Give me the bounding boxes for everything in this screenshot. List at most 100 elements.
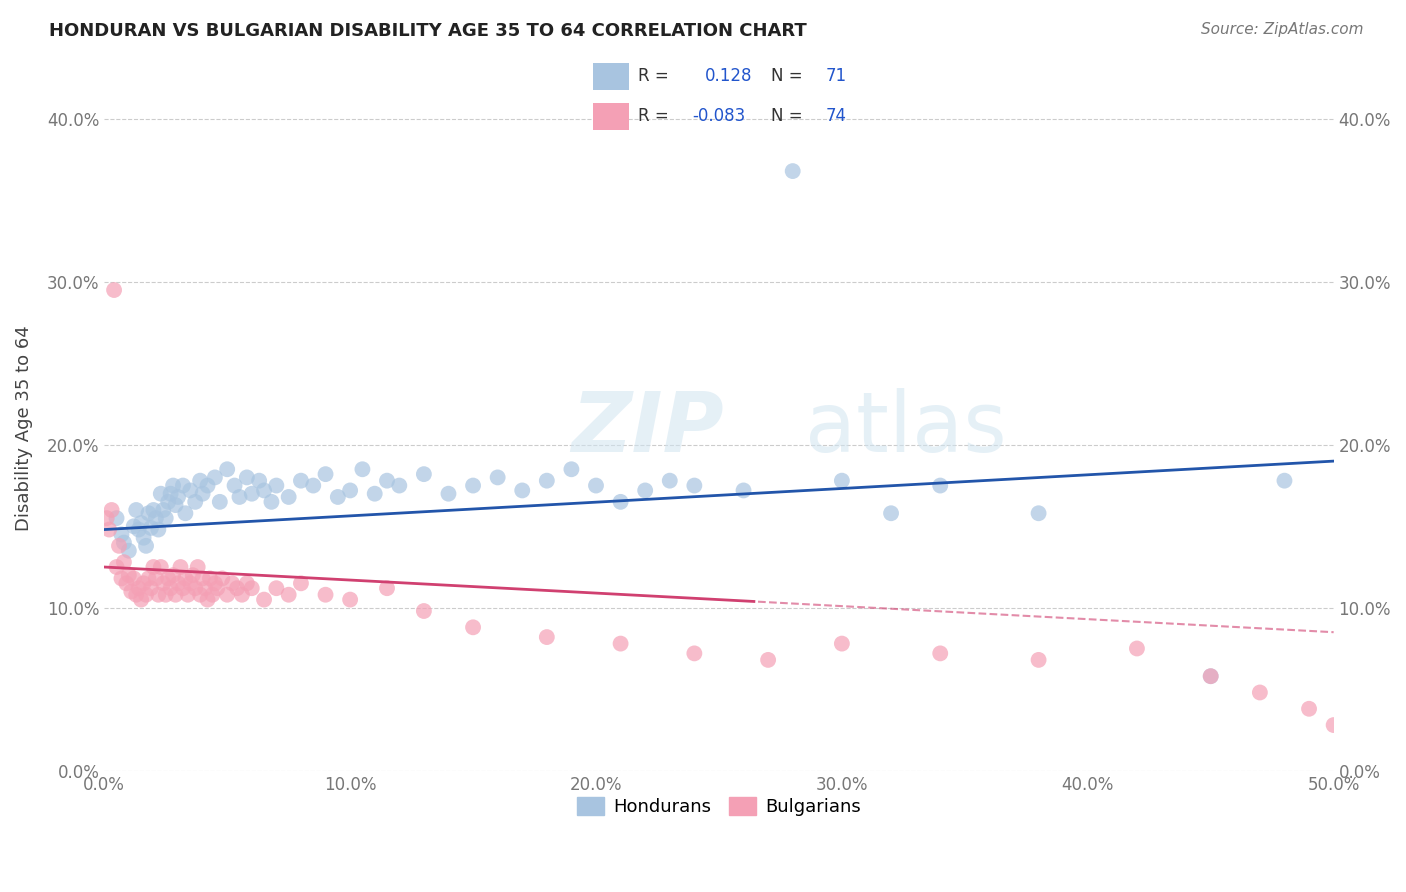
Point (217, 588, 239, 602)
Point (217, 462, 239, 476)
Point (179, 483, 201, 498)
Point (115, 576, 138, 591)
Point (96, 511, 118, 525)
Point (135, 588, 157, 602)
Point (188, 588, 211, 602)
Point (187, 560, 209, 574)
Point (112, 555, 135, 569)
Point (236, 576, 259, 591)
Text: 0.128: 0.128 (704, 68, 752, 86)
Point (167, 576, 190, 591)
Text: -0.083: -0.083 (692, 107, 745, 125)
Point (277, 588, 299, 602)
Point (110, 527, 132, 541)
Point (290, 576, 312, 591)
Point (157, 495, 180, 509)
Point (315, 588, 337, 602)
Point (260, 495, 283, 509)
Point (132, 531, 155, 545)
Point (105, 511, 128, 525)
Point (326, 490, 349, 504)
Point (128, 523, 150, 537)
Point (142, 503, 165, 517)
Text: R =: R = (638, 68, 669, 86)
Point (1199, 669, 1222, 683)
Text: 74: 74 (825, 107, 846, 125)
Point (191, 486, 214, 500)
Point (929, 646, 952, 660)
Point (197, 478, 219, 492)
Point (128, 581, 150, 595)
Point (184, 495, 207, 509)
Point (683, 478, 706, 492)
Point (266, 478, 288, 492)
Point (197, 592, 219, 607)
Point (412, 467, 434, 482)
Point (204, 576, 226, 591)
Point (129, 516, 152, 530)
Point (733, 483, 755, 498)
Point (129, 592, 152, 607)
Point (148, 523, 170, 537)
Point (118, 543, 141, 558)
Point (172, 581, 194, 595)
Point (148, 588, 170, 602)
Point (149, 486, 172, 500)
Point (204, 470, 226, 484)
Point (277, 490, 299, 504)
Point (125, 503, 148, 517)
Point (181, 568, 204, 582)
Point (167, 490, 190, 504)
Point (929, 478, 952, 492)
Text: Source: ZipAtlas.com: Source: ZipAtlas.com (1201, 22, 1364, 37)
Point (231, 588, 253, 602)
Point (162, 568, 184, 582)
Point (98, 523, 121, 537)
Point (100, 503, 122, 517)
Point (201, 588, 224, 602)
Point (609, 637, 631, 651)
Point (315, 467, 337, 482)
Point (536, 474, 558, 488)
Text: ZIP: ZIP (571, 388, 724, 469)
Point (339, 483, 361, 498)
Point (1126, 641, 1149, 656)
Point (226, 581, 249, 595)
Point (177, 588, 200, 602)
Text: R =: R = (638, 107, 669, 125)
Point (105, 560, 128, 574)
Point (1028, 653, 1050, 667)
Point (756, 653, 779, 667)
Point (375, 581, 398, 595)
Point (191, 571, 214, 585)
Point (174, 571, 197, 585)
Point (339, 592, 361, 607)
Point (352, 462, 374, 476)
Point (1199, 669, 1222, 683)
Bar (592, 103, 628, 130)
Point (198, 571, 221, 585)
Point (108, 539, 131, 553)
Point (152, 503, 174, 517)
Point (172, 478, 194, 492)
Point (782, 164, 804, 178)
Point (510, 483, 533, 498)
Point (412, 604, 434, 618)
Point (149, 560, 172, 574)
Point (247, 474, 270, 488)
Point (461, 478, 484, 492)
Point (139, 581, 162, 595)
Y-axis label: Disability Age 35 to 64: Disability Age 35 to 64 (15, 326, 32, 532)
Point (609, 495, 631, 509)
Point (560, 462, 582, 476)
Point (179, 576, 201, 591)
Text: HONDURAN VS BULGARIAN DISABILITY AGE 35 TO 64 CORRELATION CHART: HONDURAN VS BULGARIAN DISABILITY AGE 35 … (49, 22, 807, 40)
Text: 71: 71 (825, 68, 846, 86)
Point (152, 576, 174, 591)
Point (302, 478, 325, 492)
Point (159, 581, 181, 595)
Point (157, 571, 180, 585)
Point (122, 571, 145, 585)
Point (461, 620, 484, 634)
Text: atlas: atlas (806, 388, 1007, 469)
